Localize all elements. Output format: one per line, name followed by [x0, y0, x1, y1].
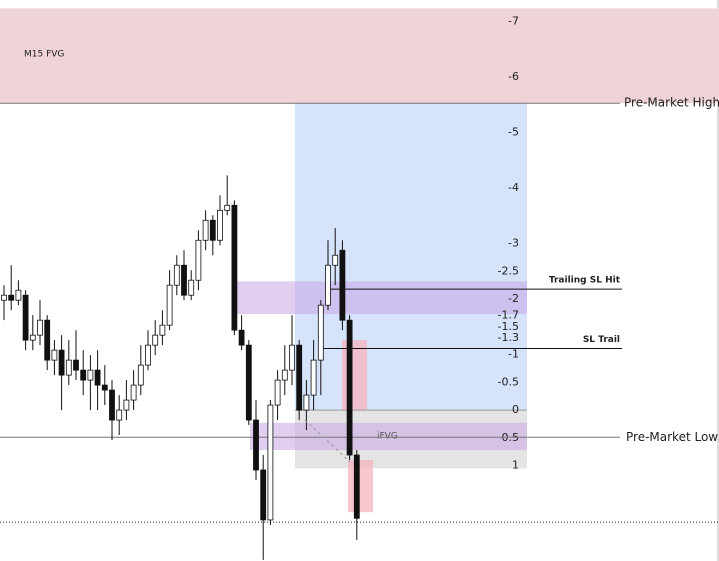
- candle-body-up: [145, 344, 151, 366]
- candle-body-up: [29, 334, 36, 341]
- candle-body-down: [353, 454, 360, 519]
- candle-body-up: [188, 279, 195, 296]
- candle-body-up: [173, 264, 180, 286]
- candle-body-down: [231, 204, 238, 331]
- candle-body-down: [296, 344, 303, 411]
- candle-body-up: [289, 344, 295, 371]
- candle-body-up: [123, 399, 130, 411]
- candle-body-down: [101, 384, 108, 391]
- candle-body-down: [245, 344, 252, 421]
- fib-level-label: -1.3: [498, 331, 519, 344]
- candle-body-up: [224, 204, 231, 211]
- zone: [0, 8, 719, 104]
- candle-body-down: [238, 329, 245, 346]
- candle-body-up: [325, 264, 331, 306]
- candle-body-down: [44, 319, 51, 361]
- candle-body-up: [51, 349, 58, 361]
- zone: [342, 340, 367, 411]
- candle-body-down: [73, 359, 79, 371]
- candle-body-down: [253, 419, 259, 471]
- candle-body-up: [159, 324, 166, 336]
- fib-level-label: -1: [508, 348, 519, 361]
- candle-body-down: [58, 349, 65, 376]
- fib-level-label: -0.5: [498, 375, 519, 388]
- zone: [232, 281, 527, 315]
- candle-body-up: [317, 304, 324, 361]
- candle-body-up: [217, 209, 223, 241]
- fib-level-label: -4: [508, 181, 519, 194]
- fib-level-label: 0: [512, 403, 519, 416]
- candle-body-up: [116, 409, 123, 421]
- candle-body-up: [1, 294, 7, 301]
- fib-level-label: -6: [508, 70, 519, 83]
- zone: [348, 460, 373, 513]
- candle-body-up: [310, 359, 317, 396]
- candle-body-up: [195, 239, 202, 281]
- candle-body-up: [166, 284, 173, 326]
- candle-body-down: [346, 319, 353, 456]
- candle-body-down: [260, 469, 267, 521]
- candle-body-up: [87, 369, 94, 381]
- candle-body-up: [267, 404, 274, 521]
- zone-label: M15 FVG: [24, 50, 64, 60]
- candle-body-down: [94, 369, 101, 386]
- candle-body-up: [202, 219, 209, 241]
- candle-body-down: [181, 264, 187, 296]
- candle-body-down: [8, 294, 15, 301]
- candle-body-up: [65, 359, 72, 376]
- candle-body-up: [130, 384, 137, 401]
- candle-body-down: [109, 389, 115, 421]
- level-label: Pre-Market Low: [626, 430, 718, 444]
- candle-body-up: [137, 364, 144, 386]
- fib-level-label: -2: [508, 292, 519, 305]
- fib-level-label: -1.5: [498, 320, 519, 333]
- level-label: Trailing SL Hit: [549, 276, 621, 286]
- candle-body-down: [22, 294, 29, 341]
- fib-level-label: -1.7: [498, 309, 519, 322]
- zone: [295, 103, 527, 411]
- candle-body-up: [152, 334, 159, 346]
- candle-body-down: [80, 369, 87, 381]
- candle-body-up: [37, 319, 43, 336]
- fib-level-label: -5: [508, 126, 519, 139]
- candle-body-down: [339, 249, 346, 321]
- candle-body-up: [332, 254, 339, 266]
- zone-label: iFVG: [377, 431, 398, 441]
- fib-level-label: 1: [512, 459, 519, 472]
- level-label: SL Trail: [583, 335, 620, 345]
- candle-body-up: [281, 369, 288, 381]
- zone: [250, 422, 527, 451]
- candle-body-up: [274, 379, 281, 406]
- fib-level-label: -2.5: [498, 264, 519, 277]
- fib-level-label: -3: [508, 237, 519, 250]
- fib-level-label: -7: [508, 15, 519, 28]
- candle-body-up: [15, 289, 22, 301]
- trade-path: [304, 419, 351, 463]
- level-label: Pre-Market High: [624, 96, 719, 110]
- candle-body-down: [209, 219, 216, 241]
- candle-body-up: [303, 394, 310, 411]
